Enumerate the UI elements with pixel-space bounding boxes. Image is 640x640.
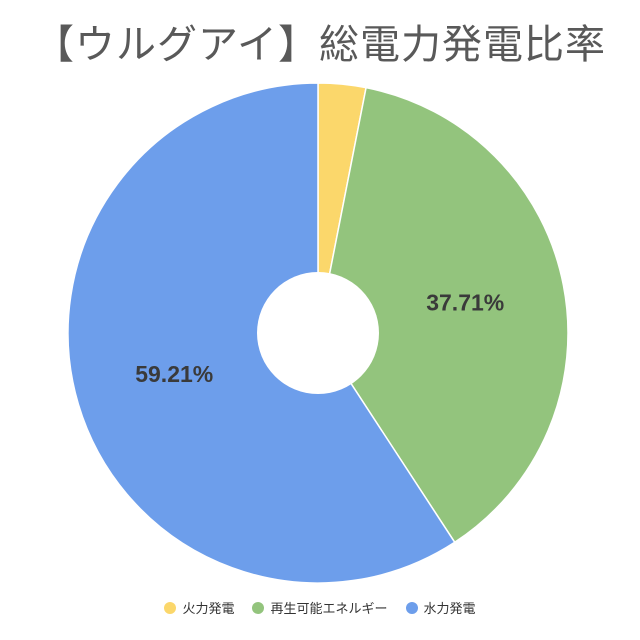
legend-dot-icon <box>405 601 418 614</box>
legend-label: 再生可能エネルギー <box>270 602 388 617</box>
legend: 火力発電 再生可能エネルギー 水力発電 <box>0 598 640 617</box>
legend-dot-icon <box>164 601 177 614</box>
slice-label-2: 37.71% <box>426 289 504 315</box>
legend-label: 水力発電 <box>423 602 476 617</box>
slice-label-3: 59.21% <box>135 361 213 387</box>
donut-hole <box>257 272 379 394</box>
legend-item-2: 再生可能エネルギー <box>252 598 388 617</box>
legend-item-3: 水力発電 <box>405 598 476 617</box>
legend-dot-icon <box>252 601 265 614</box>
legend-label: 火力発電 <box>182 602 235 617</box>
labels-group: 37.71% 59.21% <box>135 289 504 387</box>
chart-title: 【ウルグアイ】総電力発電比率 <box>34 22 606 68</box>
legend-item-1: 火力発電 <box>164 598 234 617</box>
